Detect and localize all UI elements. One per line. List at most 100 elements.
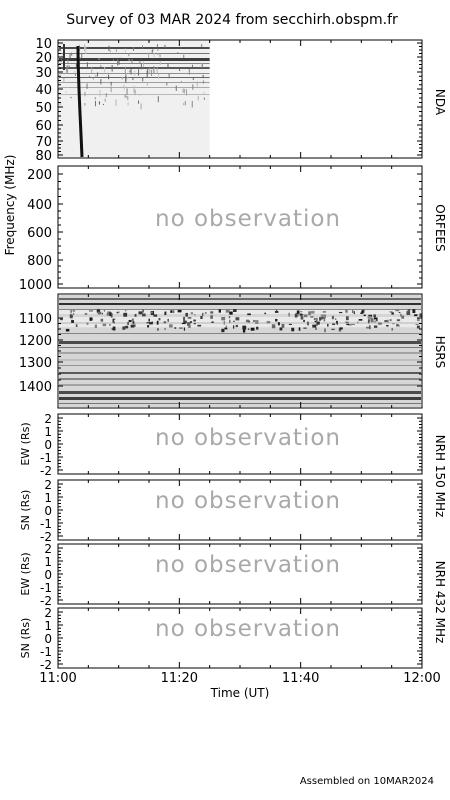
nda-speck [75,63,77,68]
hsrs-speck [147,325,150,328]
hsrs-speck [89,317,93,321]
nda-ytick-label: 20 [35,51,52,66]
hsrs-speck [225,325,227,328]
hsrs-speck [235,317,240,321]
nda-speck [74,71,76,73]
nda-speck [168,73,170,79]
hsrs-speck [288,312,291,317]
hsrs-speck [169,324,173,328]
hsrs-band [59,341,421,344]
nda-speck [157,96,159,103]
hsrs-speck [148,321,153,325]
hsrs-speck [357,321,359,324]
nda-speck [153,52,155,57]
nda-speck [142,78,144,82]
hsrs-speck [345,309,348,313]
nda-speck [127,77,129,79]
nda-speck [139,93,141,96]
hsrs-speck [324,328,326,333]
nda-ytick-label: 40 [35,83,52,98]
nda-speck [146,70,148,78]
hsrs-speck [113,321,115,324]
nrh150sn-ytick-label: 2 [44,478,52,492]
hsrs-speck [225,309,230,313]
hsrs-speck [65,328,70,332]
nda-speck [126,88,128,95]
hsrs-speck [416,325,420,329]
hsrs-speck [60,318,63,321]
nda-speck [156,44,158,47]
orfees-no-observation: no observation [155,206,341,232]
hsrs-spectrogram [59,295,422,407]
hsrs-speck [103,309,105,312]
nda-speck [179,68,181,71]
hsrs-speck [351,323,355,326]
nda-speck [202,80,204,84]
nda-speck [196,81,198,87]
nrh150ew-ytick-label: 1 [44,425,52,439]
hsrs-speck [167,318,169,322]
hsrs-speck [288,323,292,325]
nda-speck [201,44,203,47]
hsrs-speck [156,320,159,325]
hsrs-speck [202,312,204,316]
hsrs-speck [97,311,102,315]
nrh432-ew-no-observation: no observation [155,552,341,578]
hsrs-band [59,347,421,348]
nrh150sn-ytick-label: 0 [44,504,52,518]
hsrs-speck [306,321,310,326]
nda-speck [94,97,96,100]
hsrs-speck [223,320,225,325]
hsrs-speck [345,316,349,321]
nda-ytick-label: 30 [35,66,52,81]
hsrs-speck [386,325,389,327]
nda-band [59,67,210,69]
orfees-ytick-label: 1000 [19,278,52,293]
nda-speck [88,75,90,77]
hsrs-speck [353,311,355,315]
hsrs-speck [242,328,246,333]
hsrs-speck [194,314,196,316]
hsrs-ytick-label: 1300 [19,356,52,371]
figure-title: Survey of 03 MAR 2024 from secchirh.obsp… [66,12,398,28]
nrh150ew-ytick-label: 0 [44,438,52,452]
nda-ytick-label: 50 [35,101,52,116]
hsrs-speck [400,313,402,317]
nda-speck [84,44,86,52]
nrh150ew-ytick-label: -1 [40,451,52,465]
hsrs-speck [229,311,233,315]
panel-axes: 1020304050607080200400600800100011001200… [19,37,441,686]
hsrs-speck [373,325,378,328]
hsrs-speck [210,315,213,319]
nda-speck [123,84,125,91]
nda-speck [59,73,61,75]
hsrs-speck [189,321,193,323]
nda-speck [138,100,140,104]
hsrs-speck [338,328,342,332]
nda-speck [108,74,110,80]
hsrs-speck [299,313,303,316]
hsrs-speck [345,321,349,324]
hsrs-band [59,309,421,310]
hsrs-speck [303,319,305,322]
nrh432sn-ylabel: SN (Rs) [19,618,32,659]
nrh432sn-ytick-label: -1 [40,645,52,659]
hsrs-speck [338,311,343,314]
nda-speck [79,44,81,51]
hsrs-speck [255,320,259,325]
hsrs-speck [275,318,278,322]
nda-speck [166,82,168,86]
nrh150sn-ytick-label: -1 [40,517,52,531]
hsrs-speck [386,319,389,323]
nrh432ew-ytick-label: 2 [44,542,52,556]
hsrs-speck [298,327,301,331]
hsrs-speck [233,320,235,322]
hsrs-speck [128,319,132,322]
hsrs-speck [157,328,159,331]
hsrs-band [59,403,421,404]
hsrs-speck [221,328,225,333]
hsrs-speck [391,312,394,315]
hsrs-speck [291,327,295,332]
nda-side-label: NDA [433,89,447,116]
